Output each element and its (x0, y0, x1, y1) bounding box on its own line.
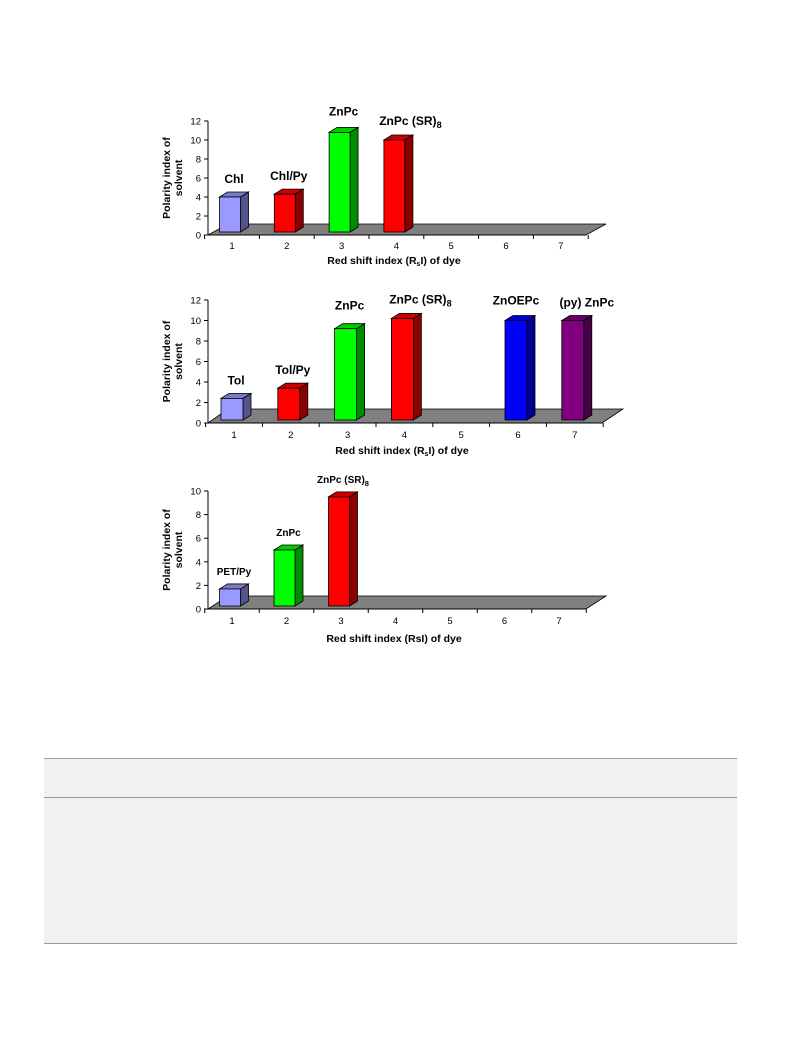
bar-2 (273, 193, 296, 233)
y-tick-label: 4 (196, 193, 201, 204)
y-tick-label: 12 (190, 117, 201, 128)
y-axis-title: Polarity index of (161, 509, 173, 591)
bar-side-6 (526, 314, 536, 421)
bar-3 (334, 328, 358, 421)
y-tick-label: 2 (196, 581, 201, 592)
y-tick-label: 8 (196, 510, 201, 521)
x-tick-label: 6 (502, 616, 507, 627)
bar-side-2 (299, 382, 309, 421)
bar-label-6: ZnOEPc (493, 294, 540, 308)
bar-2 (273, 549, 296, 607)
x-tick-label: 6 (503, 241, 508, 252)
bar-side-2 (294, 188, 304, 233)
x-tick-label: 7 (558, 241, 563, 252)
x-tick-label: 4 (402, 430, 407, 441)
bar-label-1: Chl (224, 172, 243, 186)
bar-7 (561, 320, 585, 421)
y-tick-label: 6 (196, 174, 201, 185)
bar-side-2 (294, 544, 304, 607)
bar-label-1: Tol (227, 373, 244, 387)
x-tick-label: 7 (556, 616, 561, 627)
bar-1 (219, 196, 241, 233)
y-axis-title-line2: solvent (173, 159, 185, 196)
x-axis-title: Red shift index (RsI) of dye (335, 445, 469, 458)
y-tick-label: 8 (196, 155, 201, 166)
x-tick-label: 5 (449, 241, 454, 252)
bar-1 (220, 397, 244, 421)
y-axis-title-line2: solvent (173, 531, 185, 568)
chart-floor (206, 595, 608, 610)
y-tick-label: 10 (190, 136, 201, 147)
bar-label-3: ZnPc (335, 299, 365, 313)
y-tick-label: 4 (196, 557, 201, 568)
x-axis-title-tail: I) of dye (420, 255, 460, 267)
bar-side-4 (412, 312, 422, 421)
y-tick-label: 2 (196, 398, 201, 409)
bar-side-3 (349, 126, 359, 233)
y-tick-label: 12 (190, 296, 201, 307)
x-tick-label: 3 (345, 430, 350, 441)
x-tick-label: 4 (393, 616, 398, 627)
x-tick-label: 6 (515, 430, 520, 441)
y-tick-label: 10 (190, 316, 201, 327)
bar-label-subscript: 8 (447, 298, 452, 308)
bar-label-subscript: 8 (365, 479, 369, 488)
y-axis-title: Polarity index of (161, 137, 173, 219)
x-tick-label: 3 (338, 616, 343, 627)
bar-label-1: PET/Py (217, 567, 252, 578)
bar-side-3 (356, 322, 366, 421)
x-tick-label: 1 (229, 616, 234, 627)
x-axis-title-subscript: s (417, 261, 421, 268)
bar-label-subscript: 8 (437, 120, 442, 130)
bar-3 (328, 496, 350, 607)
empty-table-panel (44, 758, 737, 944)
bar-label-2: Tol/Py (275, 363, 310, 377)
y-tick-label: 2 (196, 212, 201, 223)
bar-2 (277, 387, 301, 421)
y-tick-label: 0 (196, 231, 201, 242)
bar-4 (390, 318, 414, 421)
x-tick-label: 5 (459, 430, 464, 441)
bar-4 (383, 139, 406, 233)
bar-label-2: Chl/Py (270, 169, 308, 183)
x-tick-label: 7 (572, 430, 577, 441)
y-tick-label: 8 (196, 337, 201, 348)
bar-label-2: ZnPc (276, 528, 301, 539)
x-tick-label: 2 (284, 241, 289, 252)
bar-label-7: (py) ZnPc (559, 296, 614, 310)
bar-1 (219, 588, 241, 607)
x-axis-title-subscript: s (425, 451, 429, 458)
bar-label-4: ZnPc (SR)8 (389, 292, 451, 308)
bar-label-3: ZnPc (SR)8 (317, 475, 369, 488)
bar-side-3 (349, 491, 358, 607)
y-tick-label: 4 (196, 378, 201, 389)
x-axis-title-tail: I) of dye (428, 445, 468, 457)
y-tick-label: 0 (196, 605, 201, 616)
y-tick-label: 10 (190, 487, 201, 498)
bar-3 (328, 131, 351, 233)
y-tick-label: 6 (196, 534, 201, 545)
y-axis-title: Polarity index of (161, 320, 173, 402)
bar-side-7 (583, 314, 593, 421)
bar-label-4: ZnPc (SR)8 (379, 114, 441, 130)
bar-side-1 (240, 191, 249, 233)
x-tick-label: 2 (288, 430, 293, 441)
bar-side-4 (404, 134, 414, 233)
x-tick-label: 2 (284, 616, 289, 627)
y-tick-label: 6 (196, 357, 201, 368)
x-tick-label: 1 (231, 430, 236, 441)
x-tick-label: 3 (339, 241, 344, 252)
bar-label-3: ZnPc (329, 104, 359, 118)
x-axis-title: Red shift index (RsI) of dye (327, 255, 461, 268)
y-tick-label: 0 (196, 419, 201, 430)
x-tick-label: 4 (394, 241, 399, 252)
x-axis-title: Red shift index (RsI) of dye (326, 633, 462, 645)
bar-6 (504, 320, 528, 421)
table-header-divider (44, 797, 737, 798)
x-tick-label: 5 (447, 616, 452, 627)
x-tick-label: 1 (229, 241, 234, 252)
y-axis-title-line2: solvent (173, 343, 185, 380)
